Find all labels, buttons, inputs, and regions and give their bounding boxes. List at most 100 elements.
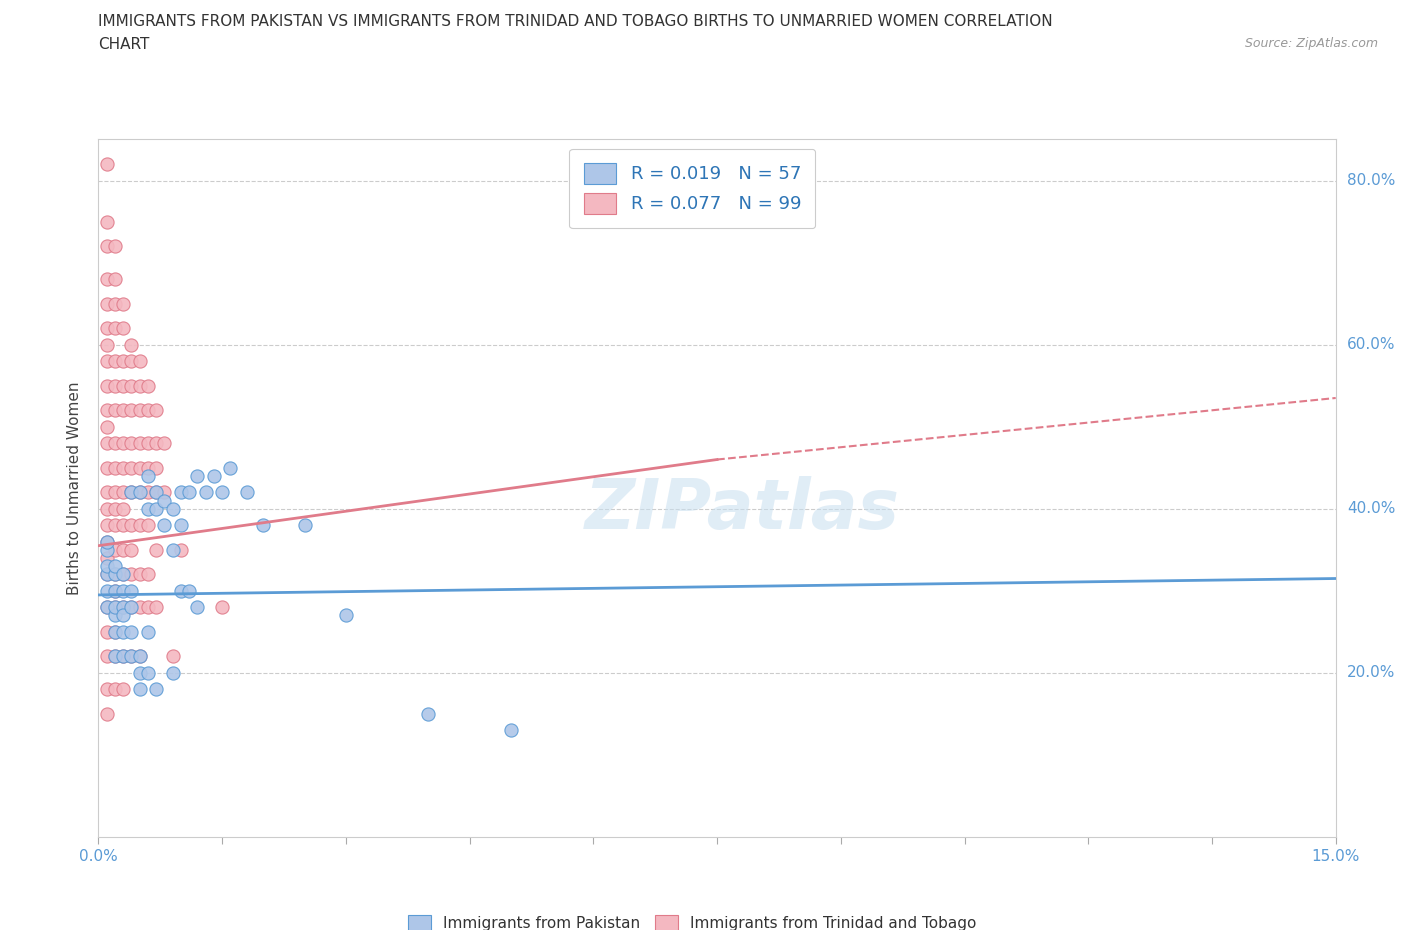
Point [136, 567, 159, 582]
Point [211, 485, 233, 499]
Point [170, 542, 193, 557]
Point [112, 353, 135, 368]
Point [96, 485, 118, 499]
Point [96, 583, 118, 598]
Point [145, 460, 167, 475]
Point [96, 501, 118, 516]
Point [112, 624, 135, 639]
Point [120, 649, 142, 664]
Point [153, 485, 176, 499]
Point [179, 485, 201, 499]
Point [128, 353, 150, 368]
Point [104, 353, 127, 368]
Point [104, 682, 127, 697]
Point [120, 542, 142, 557]
Point [96, 707, 118, 722]
Point [112, 649, 135, 664]
Point [194, 485, 217, 499]
Point [219, 460, 242, 475]
Point [153, 493, 176, 508]
Text: 20.0%: 20.0% [1347, 665, 1395, 681]
Text: ZIPatlas: ZIPatlas [585, 475, 900, 543]
Point [136, 403, 159, 418]
Point [112, 403, 135, 418]
Point [96, 518, 118, 533]
Point [236, 485, 259, 499]
Point [128, 649, 150, 664]
Point [145, 682, 167, 697]
Point [128, 600, 150, 615]
Point [112, 379, 135, 393]
Point [170, 518, 193, 533]
Point [128, 649, 150, 664]
Point [145, 485, 167, 499]
Point [120, 567, 142, 582]
Point [96, 600, 118, 615]
Point [112, 600, 135, 615]
Point [104, 321, 127, 336]
Point [112, 600, 135, 615]
Point [112, 435, 135, 450]
Point [252, 518, 274, 533]
Point [104, 567, 127, 582]
Point [153, 518, 176, 533]
Point [128, 485, 150, 499]
Point [136, 469, 159, 484]
Point [128, 435, 150, 450]
Point [128, 460, 150, 475]
Point [136, 501, 159, 516]
Legend: Immigrants from Pakistan, Immigrants from Trinidad and Tobago: Immigrants from Pakistan, Immigrants fro… [401, 908, 984, 930]
Point [104, 649, 127, 664]
Point [104, 608, 127, 623]
Point [96, 214, 118, 229]
Point [96, 542, 118, 557]
Text: 40.0%: 40.0% [1347, 501, 1395, 516]
Point [153, 435, 176, 450]
Point [112, 608, 135, 623]
Point [162, 501, 184, 516]
Point [104, 600, 127, 615]
Point [96, 272, 118, 286]
Point [162, 666, 184, 681]
Point [186, 600, 208, 615]
Point [112, 583, 135, 598]
Text: 60.0%: 60.0% [1347, 338, 1395, 352]
Point [418, 707, 440, 722]
Point [96, 403, 118, 418]
Point [112, 296, 135, 311]
Point [104, 379, 127, 393]
Point [136, 624, 159, 639]
Point [145, 485, 167, 499]
Point [104, 583, 127, 598]
Text: 80.0%: 80.0% [1347, 173, 1395, 188]
Point [128, 518, 150, 533]
Point [96, 559, 118, 574]
Point [202, 469, 225, 484]
Point [120, 624, 142, 639]
Point [112, 567, 135, 582]
Point [104, 649, 127, 664]
Point [145, 435, 167, 450]
Point [96, 534, 118, 549]
Point [128, 379, 150, 393]
Y-axis label: Births to Unmarried Women: Births to Unmarried Women [67, 381, 83, 595]
Point [96, 534, 118, 549]
Point [128, 682, 150, 697]
Point [120, 403, 142, 418]
Point [120, 518, 142, 533]
Point [120, 583, 142, 598]
Point [120, 485, 142, 499]
Point [96, 567, 118, 582]
Point [104, 501, 127, 516]
Point [128, 666, 150, 681]
Point [104, 239, 127, 254]
Point [120, 435, 142, 450]
Point [112, 682, 135, 697]
Point [104, 403, 127, 418]
Point [104, 542, 127, 557]
Point [294, 518, 316, 533]
Point [112, 518, 135, 533]
Point [128, 485, 150, 499]
Point [136, 666, 159, 681]
Point [96, 435, 118, 450]
